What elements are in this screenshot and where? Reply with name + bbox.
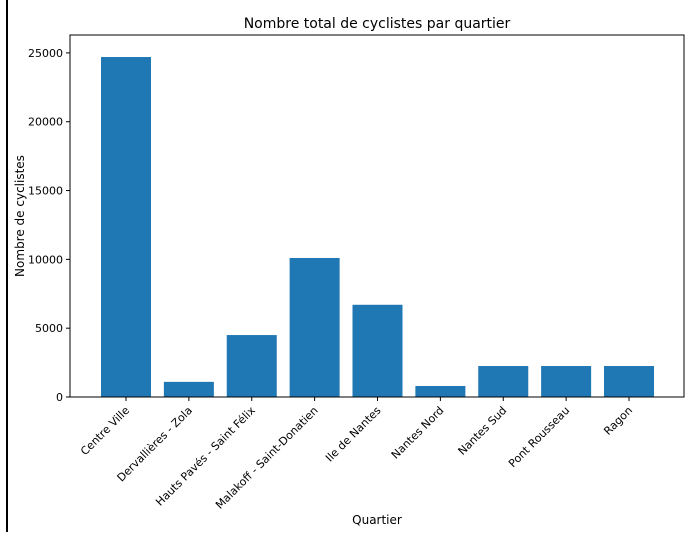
x-tick-label: Ragon	[601, 404, 635, 438]
bar	[541, 366, 592, 397]
x-axis-label: Quartier	[352, 513, 402, 527]
bar	[478, 366, 529, 397]
y-axis: 0 5000 10000 15000 20000 25000	[28, 47, 70, 404]
x-tick-label: Pont Rousseau	[506, 404, 572, 470]
x-tick-label: Centre Ville	[78, 404, 132, 458]
bar	[226, 335, 277, 397]
y-tick-label: 10000	[28, 253, 63, 266]
x-tick-label: Hauts Pavés - Saint Félix	[153, 404, 258, 509]
y-tick-label: 5000	[35, 322, 63, 335]
bar	[289, 257, 340, 397]
x-tick-label: Malakoff - Saint-Donatien	[213, 404, 321, 512]
x-tick-label: Ile de Nantes	[323, 404, 384, 465]
y-tick-label: 15000	[28, 185, 63, 198]
y-tick-label: 0	[56, 391, 63, 404]
bars-group	[101, 57, 654, 397]
plot-frame	[69, 34, 685, 398]
x-tick-label: Nantes Sud	[455, 404, 509, 458]
bar	[352, 304, 403, 397]
left-border-line	[6, 0, 8, 532]
bar	[101, 57, 151, 397]
bar	[163, 381, 214, 397]
bar	[415, 385, 466, 397]
y-axis-label: Nombre de cyclistes	[13, 155, 27, 277]
y-tick-label: 25000	[28, 47, 63, 60]
bar	[604, 366, 654, 397]
x-tick-label: Nantes Nord	[389, 404, 447, 462]
y-tick-label: 20000	[28, 116, 63, 129]
chart-title: Nombre total de cyclistes par quartier	[244, 16, 511, 32]
